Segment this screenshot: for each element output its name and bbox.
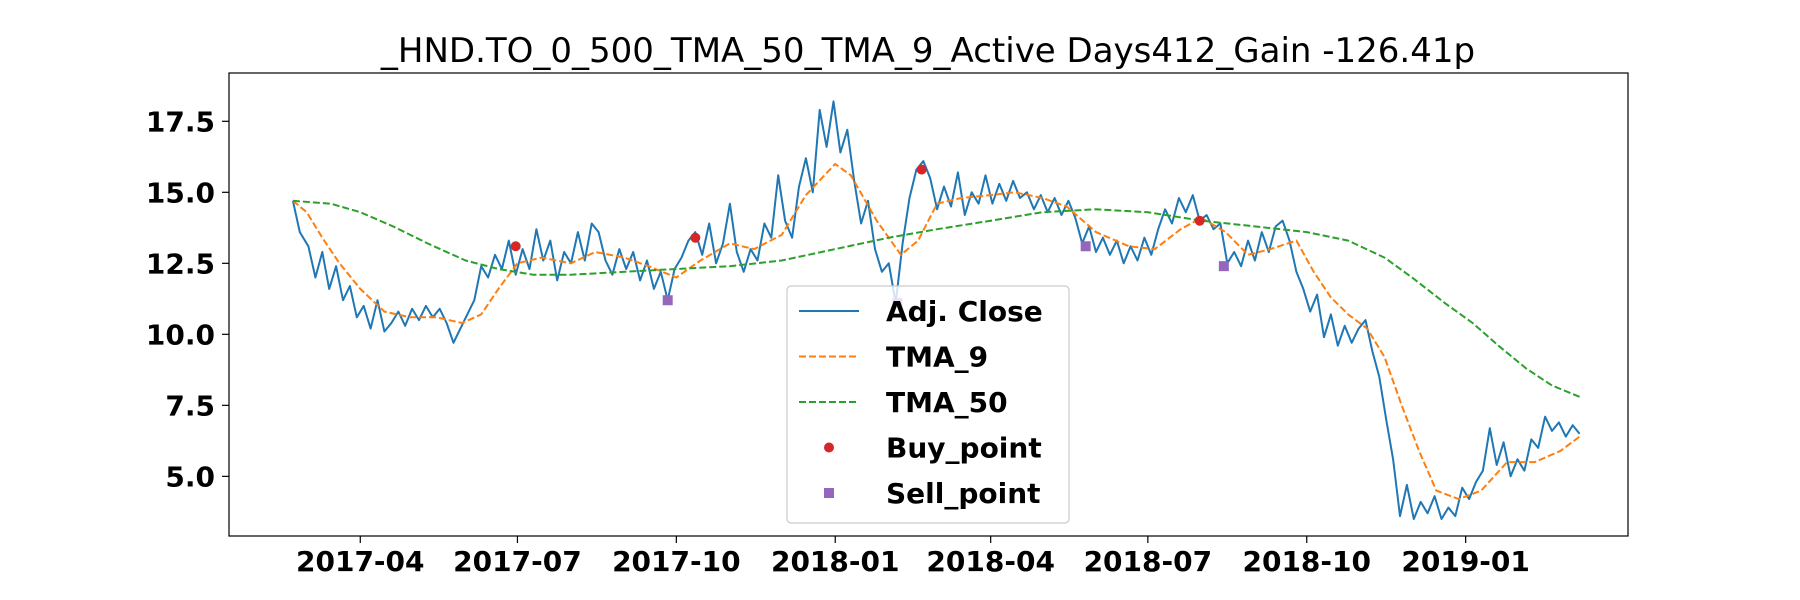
buy-point-marker <box>510 241 521 252</box>
x-tick-label: 2017-07 <box>453 545 582 578</box>
y-tick-label: 15.0 <box>146 176 215 209</box>
x-tick-label: 2018-01 <box>771 545 900 578</box>
x-tick-label: 2019-01 <box>1401 545 1530 578</box>
legend-label: Buy_point <box>886 432 1042 465</box>
buy-point-marker <box>1194 215 1205 226</box>
legend-label: TMA_50 <box>886 386 1008 419</box>
legend-label: TMA_9 <box>886 341 988 374</box>
series-line-tma-50 <box>292 199 1580 398</box>
series-line-tma-9 <box>292 162 1581 501</box>
series-layer <box>291 100 1581 520</box>
sell-point-marker <box>662 295 673 306</box>
buy-point-marker <box>916 164 927 175</box>
x-tick-label: 2018-10 <box>1242 545 1371 578</box>
x-tick-label: 2017-04 <box>296 545 425 578</box>
legend-swatch <box>824 488 834 498</box>
legend: Adj. Close TMA_9 TMA_50 Buy_point Sell_point <box>786 285 1070 524</box>
y-tick-label: 10.0 <box>146 318 215 351</box>
x-tick-label: 2017-10 <box>612 545 741 578</box>
x-tick-label: 2018-07 <box>1084 545 1213 578</box>
y-tick-label: 12.5 <box>146 247 215 280</box>
legend-label: Adj. Close <box>886 295 1043 328</box>
series-line-adj-close <box>291 100 1581 520</box>
plot-frame <box>228 72 1629 537</box>
y-axis: 5.0 7.5 10.0 12.5 15.0 17.5 <box>146 105 229 493</box>
chart-title: _HND.TO_0_500_TMA_50_TMA_9_Active Days41… <box>380 31 1475 71</box>
y-tick-label: 7.5 <box>165 389 215 422</box>
legend-label: Sell_point <box>886 477 1041 510</box>
sell-point-marker <box>1218 261 1229 272</box>
sell-point-marker <box>1080 241 1091 252</box>
y-tick-label: 5.0 <box>165 460 215 493</box>
legend-swatch <box>824 442 834 453</box>
x-axis: 2017-04 2017-07 2017-10 2018-01 2018-04 2018-… <box>296 536 1530 578</box>
legend-box <box>786 285 1070 524</box>
x-tick-label: 2018-04 <box>926 545 1055 578</box>
y-tick-label: 17.5 <box>146 105 215 138</box>
buy-point-marker <box>690 232 701 243</box>
